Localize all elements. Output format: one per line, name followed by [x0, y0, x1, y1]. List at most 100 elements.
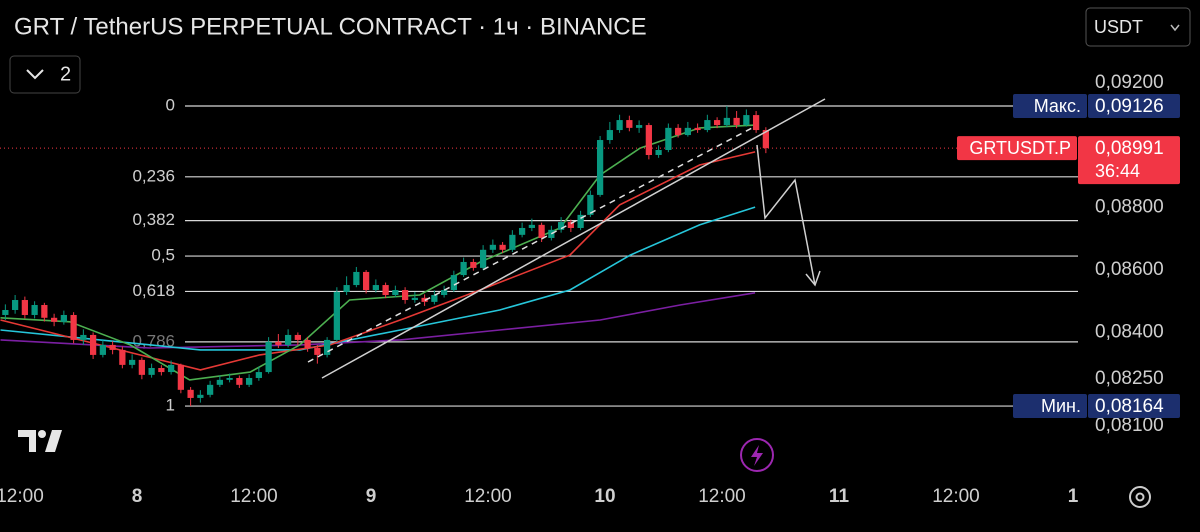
- chart-title: GRT / TetherUS PERPETUAL CONTRACT · 1ч ·…: [14, 13, 647, 40]
- candle-body: [158, 368, 165, 373]
- candle-body: [226, 377, 233, 380]
- currency-label[interactable]: USDT: [1094, 17, 1143, 37]
- candle-body: [382, 285, 389, 296]
- panes-button[interactable]: 2: [9, 55, 81, 94]
- candle-body: [509, 234, 516, 250]
- candle-body: [655, 150, 662, 155]
- candle-body: [587, 194, 594, 215]
- candle-body: [41, 305, 48, 318]
- candle-body: [284, 334, 292, 345]
- candle-body: [236, 377, 243, 385]
- candle-body: [99, 344, 106, 355]
- x-tick-label: 8: [132, 486, 143, 507]
- fib-label: 0,382: [132, 210, 175, 229]
- dropdown-chevron: [1170, 24, 1180, 32]
- y-tick-label: 0,08600: [1095, 259, 1164, 280]
- x-tick-label: 12:00: [698, 486, 746, 507]
- x-tick-label: 12:00: [932, 486, 980, 507]
- candle-body: [265, 341, 272, 373]
- x-tick-label: 11: [829, 486, 850, 507]
- candle-body: [177, 364, 184, 390]
- tv-logo: [18, 430, 62, 452]
- candle-body: [138, 359, 145, 375]
- candle-body: [596, 140, 604, 195]
- currency-dropdown[interactable]: USDT: [1085, 7, 1191, 47]
- candle-body: [528, 224, 535, 228]
- candle-body: [2, 309, 9, 315]
- fib-label: 0: [166, 96, 175, 115]
- candle-body: [440, 290, 448, 296]
- gear-ring[interactable]: [1129, 486, 1151, 508]
- candle-body: [109, 344, 116, 350]
- candle-body: [392, 290, 399, 296]
- candle-body: [470, 261, 477, 268]
- trend-line: [321, 98, 826, 379]
- badge-value: 0,08991: [1095, 138, 1164, 159]
- candle-body: [255, 372, 262, 378]
- candle-body: [499, 244, 506, 250]
- badge-value-box: [1078, 136, 1180, 185]
- candle-body: [323, 339, 331, 355]
- candle-body: [304, 339, 311, 349]
- candle-body: [752, 115, 760, 131]
- candle-body: [401, 290, 409, 301]
- candle-body: [343, 285, 350, 292]
- candle-body: [148, 368, 155, 375]
- logo-dot: [38, 430, 46, 438]
- candle-body: [557, 222, 565, 230]
- candle-body: [206, 384, 214, 395]
- x-tick-label: 10: [594, 486, 615, 507]
- candle-body: [353, 271, 360, 286]
- x-tick-label: 12:00: [230, 486, 278, 507]
- panes-box[interactable]: [9, 55, 81, 94]
- drawings: [307, 98, 826, 379]
- pane-count[interactable]: 2: [60, 63, 71, 85]
- path-arrow: [756, 144, 816, 286]
- fib-label: 0,618: [132, 281, 175, 300]
- candle-body: [70, 314, 77, 340]
- candle-body: [187, 389, 194, 398]
- candle-body: [762, 130, 769, 149]
- x-tick-label: 12:00: [0, 486, 44, 507]
- candle-body: [704, 120, 711, 131]
- badge-label: GRTUSDT.P: [969, 138, 1071, 158]
- lightning-button[interactable]: [740, 438, 774, 472]
- settings-button[interactable]: [1129, 486, 1151, 508]
- candle-body: [577, 214, 584, 228]
- candle-body: [635, 125, 643, 128]
- candle-body: [119, 349, 126, 365]
- candle-body: [713, 120, 721, 126]
- dropdown-box[interactable]: [1085, 7, 1191, 47]
- candle-body: [723, 117, 730, 126]
- panes-chevron: [26, 69, 44, 80]
- candle-body: [733, 117, 740, 126]
- candle-body: [431, 295, 438, 302]
- candle-body: [21, 300, 28, 315]
- lightning-circle[interactable]: [740, 438, 774, 472]
- x-tick-label: 9: [366, 486, 377, 507]
- candle-body: [538, 224, 545, 238]
- candle-body: [197, 394, 204, 398]
- candle-body: [479, 249, 487, 268]
- badge-label-box: [957, 136, 1077, 161]
- candle-body: [518, 227, 526, 235]
- candle-body: [245, 377, 253, 385]
- countdown: 36:44: [1095, 161, 1140, 181]
- candle-body: [11, 300, 19, 310]
- candle-body: [450, 275, 457, 291]
- badge-label: Мин.: [1041, 396, 1081, 416]
- fib-label: 0,5: [151, 246, 175, 265]
- candle-body: [684, 127, 691, 136]
- y-tick-label: 0,08250: [1095, 368, 1164, 389]
- candle-body: [674, 127, 682, 136]
- candle-body: [80, 334, 87, 340]
- candle-body: [567, 222, 574, 228]
- candle-body: [694, 127, 701, 131]
- x-tick-label: 12:00: [464, 486, 512, 507]
- y-tick-label: 0,08400: [1095, 321, 1164, 342]
- candle-body: [626, 120, 633, 128]
- candle-body: [616, 120, 623, 131]
